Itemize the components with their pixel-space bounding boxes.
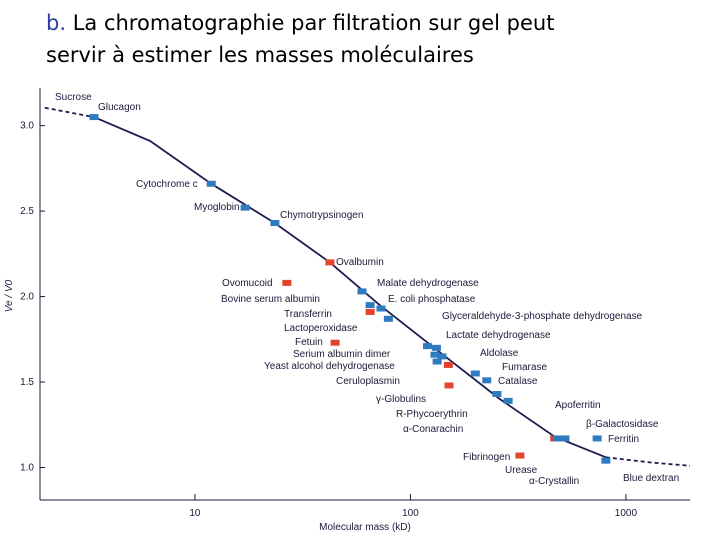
- point-label: Fumarase: [502, 362, 547, 373]
- data-point: [432, 358, 442, 365]
- point-label: Transferrin: [284, 309, 332, 320]
- data-point: [552, 435, 562, 442]
- x-tick-label: 100: [402, 508, 419, 519]
- point-label: α-Conarachin: [403, 424, 463, 435]
- y-tick-label: 2.5: [20, 206, 34, 217]
- point-label: α-Crystallin: [529, 476, 579, 487]
- point-label: Apoferritin: [555, 400, 601, 411]
- data-point: [430, 351, 440, 358]
- y-tick-label: 1.0: [20, 463, 34, 474]
- point-label: E. coli phosphatase: [388, 294, 476, 305]
- point-label: Ceruloplasmin: [336, 376, 400, 387]
- data-point: [325, 259, 335, 266]
- point-label: Ferritin: [608, 434, 639, 445]
- calibration-curve: [605, 456, 691, 467]
- data-point: [515, 452, 525, 459]
- data-point: [422, 343, 432, 350]
- point-label: Glyceraldehyde-3-phosphate dehydrogenase: [442, 311, 643, 322]
- point-label: Serium albumin dimer: [293, 349, 391, 360]
- data-point: [503, 397, 513, 404]
- data-point: [357, 288, 367, 295]
- data-point: [206, 180, 216, 187]
- data-point: [482, 377, 492, 384]
- data-point: [365, 308, 375, 315]
- y-tick-label: 2.0: [20, 292, 34, 303]
- data-point: [470, 370, 480, 377]
- point-label: Chymotrypsinogen: [280, 210, 363, 221]
- x-tick-label: 10: [189, 508, 201, 519]
- calibration-curve: [93, 116, 607, 459]
- data-point: [431, 344, 441, 351]
- y-tick-label: 3.0: [20, 121, 34, 132]
- point-label: Myoglobin: [194, 202, 240, 213]
- x-axis-label: Molecular mass (kD): [319, 522, 411, 533]
- point-label: Ovalbumin: [336, 257, 384, 268]
- title-prefix: b.: [46, 11, 66, 35]
- point-label: Cytochrome c: [136, 179, 198, 190]
- data-point: [592, 435, 602, 442]
- title-text: La chromatographie par filtration sur ge…: [73, 11, 555, 35]
- data-point: [601, 457, 611, 464]
- data-point: [240, 204, 250, 211]
- point-label: Glucagon: [98, 102, 141, 113]
- point-label: Lactate dehydrogenase: [446, 330, 551, 341]
- point-label: Ovomucoid: [222, 278, 273, 289]
- y-tick-label: 1.5: [20, 377, 34, 388]
- y-axis-label: Ve / V0: [4, 279, 15, 312]
- data-point: [383, 315, 393, 322]
- data-point: [270, 220, 280, 227]
- annotation: Blue dextran: [623, 473, 679, 484]
- annotation: Sucrose: [55, 92, 92, 103]
- point-label: γ-Globulins: [376, 394, 426, 405]
- calibration-curve: [44, 106, 95, 118]
- point-label: Urease: [505, 465, 538, 476]
- point-label: Aldolase: [480, 348, 519, 359]
- data-point: [89, 114, 99, 121]
- data-point: [492, 391, 502, 398]
- data-point: [444, 382, 454, 389]
- point-label: Fetuin: [295, 337, 323, 348]
- data-point: [437, 353, 447, 360]
- point-label: Lactoperoxidase: [284, 323, 358, 334]
- data-point: [443, 361, 453, 368]
- point-label: R-Phycoerythrin: [396, 409, 468, 420]
- point-label: Catalase: [498, 376, 538, 387]
- point-label: Yeast alcohol dehydrogenase: [264, 361, 395, 372]
- point-label: Fibrinogen: [463, 452, 510, 463]
- point-label: Malate dehydrogenase: [377, 278, 479, 289]
- point-label: β-Galactosidase: [586, 419, 659, 430]
- title-line: servir à estimer les masses moléculaires: [46, 43, 474, 67]
- data-point: [365, 302, 375, 309]
- data-point: [282, 279, 292, 286]
- data-point: [560, 435, 570, 442]
- title-line: b. La chromatographie par filtration sur…: [46, 11, 554, 35]
- point-label: Bovine serum albumin: [221, 294, 320, 305]
- x-tick-label: 1000: [615, 508, 638, 519]
- data-point: [376, 305, 386, 312]
- data-point: [330, 339, 340, 346]
